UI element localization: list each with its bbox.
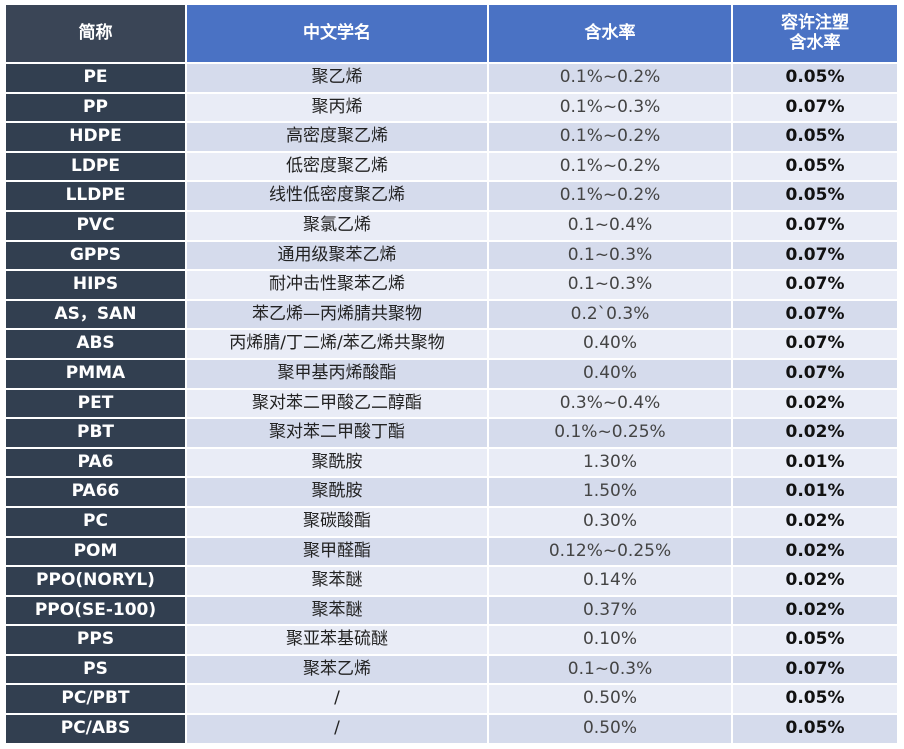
table-cell: 0.02% xyxy=(733,419,897,447)
table-cell: 聚乙烯 xyxy=(187,64,487,92)
table-cell: 聚酰胺 xyxy=(187,478,487,506)
table-cell: 0.3%~0.4% xyxy=(489,389,731,418)
table-cell: 0.1%~0.2% xyxy=(489,182,731,210)
row-header-cell: PA66 xyxy=(6,478,185,506)
table-cell: 0.1%~0.3% xyxy=(489,93,731,122)
table-cell: 0.05% xyxy=(733,182,897,210)
table-cell: 聚苯醚 xyxy=(187,567,487,595)
table-cell: 0.02% xyxy=(733,567,897,595)
table-cell: 0.1~0.4% xyxy=(489,211,731,240)
table-cell: 0.1%~0.2% xyxy=(489,64,731,92)
table-cell: 丙烯腈/丁二烯/苯乙烯共聚物 xyxy=(187,330,487,358)
table-cell: 0.40% xyxy=(489,359,731,388)
table-cell: 0.1~0.3% xyxy=(489,655,731,684)
header-cell: 含水率 xyxy=(489,5,731,62)
table-cell: 0.1~0.3% xyxy=(489,271,731,299)
table-cell: 0.40% xyxy=(489,330,731,358)
row-header-cell: HDPE xyxy=(6,123,185,151)
table-cell: 线性低密度聚乙烯 xyxy=(187,182,487,210)
table-cell: 0.30% xyxy=(489,507,731,536)
table-cell: 0.02% xyxy=(733,537,897,566)
table-cell: 聚苯乙烯 xyxy=(187,655,487,684)
row-header-cell: HIPS xyxy=(6,271,185,299)
table-cell: 0.50% xyxy=(489,685,731,714)
row-header-cell: PA6 xyxy=(6,448,185,477)
row-header-cell: PMMA xyxy=(6,359,185,388)
table-cell: 通用级聚苯乙烯 xyxy=(187,241,487,270)
table-cell: 聚对苯二甲酸乙二醇酯 xyxy=(187,389,487,418)
header-cell: 简称 xyxy=(6,5,185,62)
table-cell: 0.37% xyxy=(489,596,731,625)
table-cell: 0.07% xyxy=(733,359,897,388)
table-cell: 0.05% xyxy=(733,626,897,654)
table-cell: 0.05% xyxy=(733,64,897,92)
row-header-cell: PVC xyxy=(6,211,185,240)
table-cell: 0.02% xyxy=(733,389,897,418)
table-cell: 0.1%~0.25% xyxy=(489,419,731,447)
table-cell: 0.01% xyxy=(733,478,897,506)
table-cell: 0.1~0.3% xyxy=(489,241,731,270)
table-cell: 1.30% xyxy=(489,448,731,477)
table-cell: 0.02% xyxy=(733,596,897,625)
table-cell: 0.12%~0.25% xyxy=(489,537,731,566)
header-cell: 中文学名 xyxy=(187,5,487,62)
table-cell: 0.14% xyxy=(489,567,731,595)
row-header-cell: AS，SAN xyxy=(6,300,185,329)
table-cell: 0.05% xyxy=(733,715,897,743)
row-header-cell: PE xyxy=(6,64,185,92)
moisture-table: 简称 中文学名 含水率 容许注塑 含水率 PE 聚乙烯 0.1%~0.2% 0.05% PP 聚丙… xyxy=(6,5,897,743)
table-cell: 0.02% xyxy=(733,507,897,536)
row-header-cell: PP xyxy=(6,93,185,122)
table-cell: 聚氯乙烯 xyxy=(187,211,487,240)
row-header-cell: PC/ABS xyxy=(6,715,185,743)
row-header-cell: LDPE xyxy=(6,152,185,181)
row-header-cell: PPS xyxy=(6,626,185,654)
table-cell: 0.1%~0.2% xyxy=(489,123,731,151)
row-header-cell: ABS xyxy=(6,330,185,358)
table-cell: 0.07% xyxy=(733,330,897,358)
header-cell: 容许注塑 含水率 xyxy=(733,5,897,62)
row-header-cell: PBT xyxy=(6,419,185,447)
row-header-cell: GPPS xyxy=(6,241,185,270)
row-header-cell: PPO(SE-100) xyxy=(6,596,185,625)
row-header-cell: PS xyxy=(6,655,185,684)
table-cell: 苯乙烯—丙烯腈共聚物 xyxy=(187,300,487,329)
table-cell: 0.07% xyxy=(733,655,897,684)
table-cell: 耐冲击性聚苯乙烯 xyxy=(187,271,487,299)
row-header-cell: POM xyxy=(6,537,185,566)
table-cell: 聚甲醛酯 xyxy=(187,537,487,566)
table-cell: 0.50% xyxy=(489,715,731,743)
table-cell: 聚甲基丙烯酸酯 xyxy=(187,359,487,388)
table-cell: / xyxy=(187,685,487,714)
table-cell: 1.50% xyxy=(489,478,731,506)
table-cell: 0.07% xyxy=(733,300,897,329)
table-cell: / xyxy=(187,715,487,743)
table-cell: 0.07% xyxy=(733,241,897,270)
row-header-cell: PPO(NORYL) xyxy=(6,567,185,595)
table-cell: 0.05% xyxy=(733,685,897,714)
table-cell: 0.07% xyxy=(733,93,897,122)
table-cell: 0.1%~0.2% xyxy=(489,152,731,181)
table-cell: 0.10% xyxy=(489,626,731,654)
table-cell: 0.05% xyxy=(733,123,897,151)
table-cell: 高密度聚乙烯 xyxy=(187,123,487,151)
table-cell: 聚碳酸酯 xyxy=(187,507,487,536)
row-header-cell: PC/PBT xyxy=(6,685,185,714)
table-cell: 低密度聚乙烯 xyxy=(187,152,487,181)
table-cell: 聚酰胺 xyxy=(187,448,487,477)
table-cell: 0.07% xyxy=(733,211,897,240)
table-cell: 聚对苯二甲酸丁酯 xyxy=(187,419,487,447)
table-cell: 聚丙烯 xyxy=(187,93,487,122)
table-cell: 0.05% xyxy=(733,152,897,181)
row-header-cell: LLDPE xyxy=(6,182,185,210)
row-header-cell: PC xyxy=(6,507,185,536)
table-cell: 0.2`0.3% xyxy=(489,300,731,329)
table-cell: 0.07% xyxy=(733,271,897,299)
table-cell: 聚亚苯基硫醚 xyxy=(187,626,487,654)
table-cell: 0.01% xyxy=(733,448,897,477)
row-header-cell: PET xyxy=(6,389,185,418)
table-cell: 聚苯醚 xyxy=(187,596,487,625)
